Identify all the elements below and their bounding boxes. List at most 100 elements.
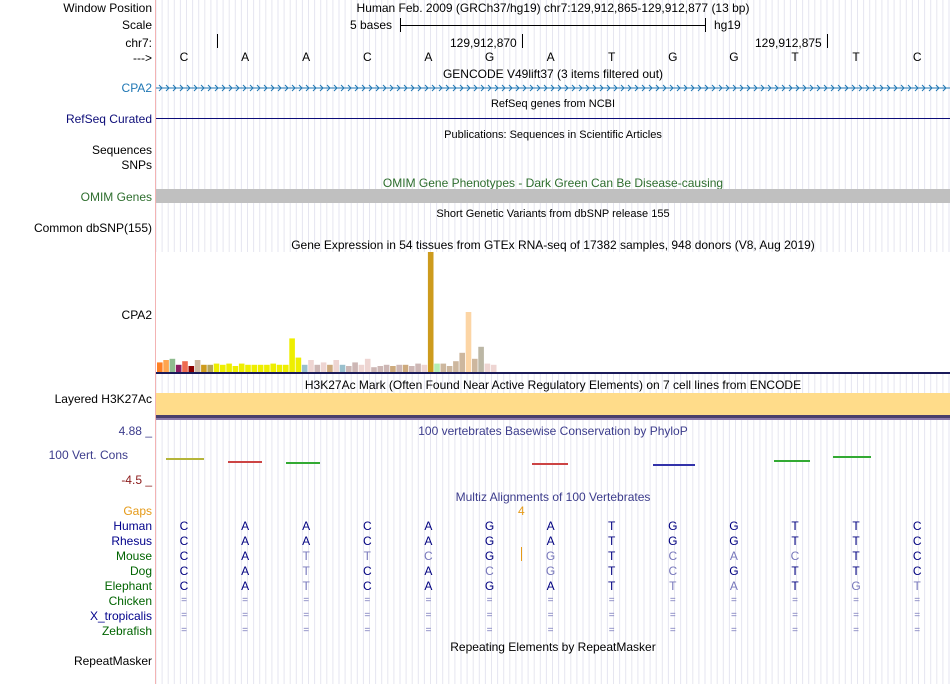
gtex-tissue-bar[interactable] — [308, 360, 314, 372]
alignment-base: C — [668, 549, 678, 563]
sequences-label[interactable]: Sequences — [91, 143, 152, 157]
h3k27ac-track-label[interactable]: Layered H3K27Ac — [54, 392, 152, 406]
gtex-tissue-bar[interactable] — [377, 366, 384, 372]
gtex-tissue-bar[interactable] — [327, 364, 333, 372]
snps-label[interactable]: SNPs — [121, 158, 152, 172]
gtex-tissue-bar[interactable] — [490, 364, 497, 372]
gtex-tissue-bar[interactable] — [301, 364, 308, 372]
gtex-tissue-bar[interactable] — [402, 364, 409, 372]
gtex-tissue-bar[interactable] — [245, 364, 251, 372]
gtex-tissue-bar[interactable] — [421, 364, 428, 372]
refseq-gene-line[interactable] — [156, 118, 950, 119]
gtex-tissue-bar[interactable] — [257, 364, 264, 372]
gtex-tissue-bar[interactable] — [333, 360, 339, 372]
gtex-tissue-bar[interactable] — [383, 364, 390, 372]
gtex-tissue-bar[interactable] — [207, 364, 213, 372]
gtex-tissue-bar[interactable] — [264, 364, 270, 372]
multiz-track-title[interactable]: Multiz Alignments of 100 Vertebrates — [455, 490, 651, 504]
gtex-tissue-bar[interactable] — [289, 338, 295, 372]
gtex-tissue-bar[interactable] — [213, 363, 220, 372]
alignment-base: A — [302, 534, 311, 548]
gtex-tissue-bar[interactable] — [220, 364, 226, 372]
gtex-tissue-bar[interactable] — [163, 360, 169, 372]
gtex-tissue-bar[interactable] — [320, 362, 327, 372]
dbsnp-track-title[interactable]: Short Genetic Variants from dbSNP releas… — [436, 208, 670, 220]
gencode-track-title[interactable]: GENCODE V49lift37 (3 items filtered out) — [442, 67, 664, 81]
gtex-tissue-bar[interactable] — [346, 366, 352, 372]
cpa2-gene-model[interactable] — [156, 81, 950, 95]
species-label[interactable]: Mouse — [115, 549, 152, 563]
gtex-tissue-bar[interactable] — [188, 366, 195, 372]
gtex-tissue-bar[interactable] — [364, 358, 371, 372]
gtex-tissue-bar[interactable] — [472, 358, 478, 372]
gtex-tissue-bar[interactable] — [238, 363, 245, 372]
gtex-tissue-bar[interactable] — [453, 361, 459, 372]
repeatmasker-track-title[interactable]: Repeating Elements by RepeatMasker — [450, 640, 656, 654]
gtex-tissue-bar[interactable] — [283, 364, 289, 372]
gtex-tissue-bar[interactable] — [465, 312, 472, 372]
gtex-tissue-bar[interactable] — [358, 364, 365, 372]
gtex-tissue-bar[interactable] — [175, 364, 182, 372]
phylop-track-title[interactable]: 100 vertebrates Basewise Conservation by… — [418, 424, 688, 438]
gtex-tissue-bar[interactable] — [352, 362, 358, 372]
gtex-tissue-bar[interactable] — [396, 364, 402, 372]
gtex-bar-chart[interactable] — [156, 252, 950, 374]
gtex-tissue-bar[interactable] — [409, 366, 415, 372]
gtex-tissue-bar[interactable] — [459, 352, 465, 372]
gtex-tissue-bar[interactable] — [276, 364, 283, 372]
gtex-tissue-bar[interactable] — [201, 364, 207, 372]
h3k27ac-signal[interactable] — [156, 393, 950, 415]
gtex-tissue-bar[interactable] — [440, 363, 447, 372]
gtex-tissue-bar[interactable] — [295, 357, 302, 372]
gtex-tissue-bar[interactable] — [251, 364, 258, 372]
gtex-tissue-bar[interactable] — [232, 366, 239, 372]
gtex-tissue-bar[interactable] — [371, 367, 377, 372]
gtex-tissue-bar[interactable] — [446, 366, 453, 372]
gtex-track-label[interactable]: CPA2 — [121, 308, 152, 322]
gtex-tissue-bar[interactable] — [182, 361, 188, 372]
phylop-track-label[interactable]: 100 Vert. Cons — [48, 448, 128, 462]
publications-track-title[interactable]: Publications: Sequences in Scientific Ar… — [444, 129, 662, 141]
h3k27ac-track-title[interactable]: H3K27Ac Mark (Often Found Near Active Re… — [304, 378, 802, 392]
gtex-tissue-bar[interactable] — [339, 364, 346, 372]
strand-chevron — [368, 84, 373, 92]
alignment-base: C — [179, 579, 189, 593]
gtex-tissue-bar[interactable] — [478, 346, 484, 372]
omim-gene-bar[interactable] — [156, 189, 950, 203]
strand-chevron — [816, 84, 821, 92]
alignment-base: = — [425, 625, 432, 636]
gtex-track-title[interactable]: Gene Expression in 54 tissues from GTEx … — [291, 238, 815, 252]
gtex-tissue-bar[interactable] — [270, 363, 276, 372]
species-label[interactable]: Elephant — [104, 579, 152, 593]
strand-chevron — [795, 84, 800, 92]
species-label[interactable]: Zebrafish — [101, 624, 152, 638]
phylop-signal[interactable] — [156, 450, 950, 474]
alignment-base: C — [179, 549, 189, 563]
omim-track-title[interactable]: OMIM Gene Phenotypes - Dark Green Can Be… — [382, 176, 724, 190]
gtex-tissue-bar[interactable] — [484, 363, 491, 372]
gtex-tissue-bar[interactable] — [194, 360, 201, 372]
alignment-base: T — [608, 519, 616, 533]
refseq-track-title[interactable]: RefSeq genes from NCBI — [490, 98, 616, 110]
species-label[interactable]: Dog — [129, 564, 152, 578]
omim-track-label[interactable]: OMIM Genes — [80, 190, 152, 204]
gtex-tissue-bar[interactable] — [415, 363, 421, 372]
gtex-tissue-bar[interactable] — [226, 363, 232, 372]
species-label[interactable]: Human — [113, 519, 152, 533]
species-label[interactable]: X_tropicalis — [89, 609, 152, 623]
strand-chevron — [459, 84, 464, 92]
dbsnp-track-label[interactable]: Common dbSNP(155) — [33, 221, 152, 235]
gtex-tissue-bar[interactable] — [157, 362, 163, 372]
strand-chevron — [221, 84, 226, 92]
species-label[interactable]: Chicken — [108, 594, 152, 608]
refseq-track-label[interactable]: RefSeq Curated — [65, 112, 152, 126]
species-label[interactable]: Rhesus — [111, 534, 152, 548]
gencode-track-label[interactable]: CPA2 — [121, 81, 152, 95]
scale-bases: 5 bases — [350, 18, 393, 32]
repeatmasker-track-label[interactable]: RepeatMasker — [73, 654, 152, 668]
gtex-tissue-bar[interactable] — [390, 366, 396, 372]
gtex-tissue-bar[interactable] — [427, 252, 434, 372]
gtex-tissue-bar[interactable] — [434, 363, 440, 372]
gtex-tissue-bar[interactable] — [169, 358, 176, 372]
gtex-tissue-bar[interactable] — [314, 364, 321, 372]
